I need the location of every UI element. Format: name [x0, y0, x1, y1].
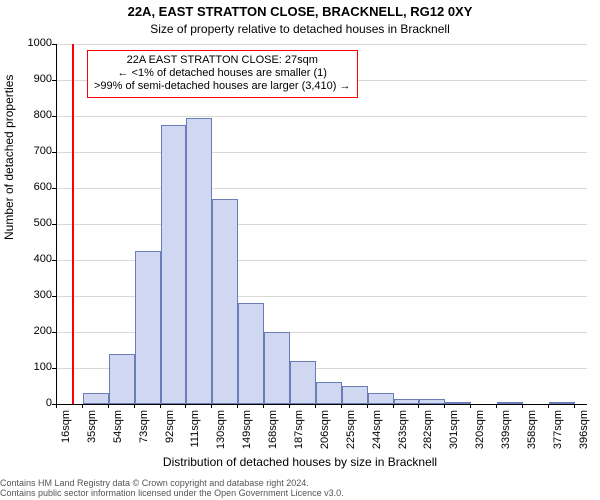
- x-tick-mark: [418, 404, 419, 408]
- histogram-bar: [109, 354, 135, 404]
- x-tick-mark: [367, 404, 368, 408]
- x-tick-mark: [289, 404, 290, 408]
- x-tick-mark: [444, 404, 445, 408]
- chart-subtitle: Size of property relative to detached ho…: [0, 22, 600, 36]
- x-tick-label: 225sqm: [345, 410, 357, 460]
- histogram-bar: [264, 332, 290, 404]
- y-tick-label: 0: [12, 397, 52, 409]
- x-tick-mark: [185, 404, 186, 408]
- annotation-line3: >99% of semi-detached houses are larger …: [94, 80, 351, 93]
- y-tick-mark: [52, 188, 56, 189]
- histogram-bar: [83, 393, 109, 404]
- histogram-bar: [419, 399, 445, 404]
- x-tick-mark: [548, 404, 549, 408]
- property-marker-line: [72, 44, 74, 404]
- credit-block: Contains HM Land Registry data © Crown c…: [0, 478, 600, 498]
- x-tick-label: 206sqm: [319, 410, 331, 460]
- histogram-bar: [161, 125, 187, 404]
- plot-area: 22A EAST STRATTON CLOSE: 27sqm ← <1% of …: [56, 44, 587, 405]
- y-tick-mark: [52, 224, 56, 225]
- x-tick-label: 339sqm: [500, 410, 512, 460]
- y-tick-mark: [52, 80, 56, 81]
- y-tick-label: 800: [12, 109, 52, 121]
- y-tick-label: 700: [12, 145, 52, 157]
- x-tick-label: 187sqm: [293, 410, 305, 460]
- histogram-bar: [238, 303, 264, 404]
- histogram-bar: [316, 382, 342, 404]
- x-tick-mark: [574, 404, 575, 408]
- x-tick-mark: [393, 404, 394, 408]
- y-axis-label: Number of detached properties: [2, 75, 16, 240]
- y-tick-label: 300: [12, 289, 52, 301]
- x-tick-label: 282sqm: [422, 410, 434, 460]
- gridline: [57, 224, 587, 225]
- x-tick-mark: [522, 404, 523, 408]
- annotation-line1: 22A EAST STRATTON CLOSE: 27sqm: [94, 54, 351, 67]
- y-tick-label: 500: [12, 217, 52, 229]
- credit-line1: Contains HM Land Registry data © Crown c…: [0, 478, 600, 488]
- x-tick-label: 16sqm: [60, 410, 72, 460]
- x-tick-label: 320sqm: [474, 410, 486, 460]
- y-tick-label: 1000: [12, 37, 52, 49]
- gridline: [57, 44, 587, 45]
- x-tick-label: 396sqm: [578, 410, 590, 460]
- x-tick-label: 149sqm: [241, 410, 253, 460]
- x-tick-mark: [82, 404, 83, 408]
- chart-container: { "chart": { "type": "histogram", "title…: [0, 0, 600, 500]
- x-tick-label: 358sqm: [526, 410, 538, 460]
- y-tick-label: 900: [12, 73, 52, 85]
- histogram-bar: [342, 386, 368, 404]
- x-tick-mark: [341, 404, 342, 408]
- histogram-bar: [368, 393, 394, 404]
- x-tick-label: 92sqm: [164, 410, 176, 460]
- x-tick-mark: [56, 404, 57, 408]
- annotation-line2: ← <1% of detached houses are smaller (1): [94, 67, 351, 80]
- annotation-box: 22A EAST STRATTON CLOSE: 27sqm ← <1% of …: [87, 50, 358, 98]
- histogram-bar: [290, 361, 316, 404]
- x-tick-label: 111sqm: [189, 410, 201, 460]
- y-tick-mark: [52, 296, 56, 297]
- chart-title-address: 22A, EAST STRATTON CLOSE, BRACKNELL, RG1…: [0, 4, 600, 19]
- x-tick-mark: [315, 404, 316, 408]
- y-tick-label: 200: [12, 325, 52, 337]
- x-tick-label: 168sqm: [267, 410, 279, 460]
- x-tick-mark: [108, 404, 109, 408]
- histogram-bar: [186, 118, 212, 404]
- y-tick-label: 400: [12, 253, 52, 265]
- x-tick-mark: [263, 404, 264, 408]
- x-tick-label: 377sqm: [552, 410, 564, 460]
- x-tick-label: 73sqm: [138, 410, 150, 460]
- x-tick-label: 130sqm: [215, 410, 227, 460]
- histogram-bar: [135, 251, 161, 404]
- histogram-bar: [549, 402, 575, 404]
- histogram-bar: [394, 399, 420, 404]
- x-tick-label: 35sqm: [86, 410, 98, 460]
- x-tick-label: 244sqm: [371, 410, 383, 460]
- x-tick-mark: [237, 404, 238, 408]
- y-tick-mark: [52, 260, 56, 261]
- gridline: [57, 116, 587, 117]
- credit-line2: Contains public sector information licen…: [0, 488, 600, 498]
- x-tick-mark: [470, 404, 471, 408]
- histogram-bar: [212, 199, 238, 404]
- x-tick-label: 301sqm: [448, 410, 460, 460]
- y-tick-label: 600: [12, 181, 52, 193]
- y-tick-mark: [52, 368, 56, 369]
- x-tick-mark: [496, 404, 497, 408]
- x-tick-label: 263sqm: [397, 410, 409, 460]
- gridline: [57, 188, 587, 189]
- histogram-bar: [445, 402, 471, 404]
- x-tick-mark: [160, 404, 161, 408]
- histogram-bar: [497, 402, 523, 404]
- y-tick-mark: [52, 116, 56, 117]
- y-tick-label: 100: [12, 361, 52, 373]
- y-tick-mark: [52, 44, 56, 45]
- x-tick-mark: [134, 404, 135, 408]
- y-tick-mark: [52, 152, 56, 153]
- gridline: [57, 152, 587, 153]
- x-tick-label: 54sqm: [112, 410, 124, 460]
- y-tick-mark: [52, 332, 56, 333]
- x-tick-mark: [211, 404, 212, 408]
